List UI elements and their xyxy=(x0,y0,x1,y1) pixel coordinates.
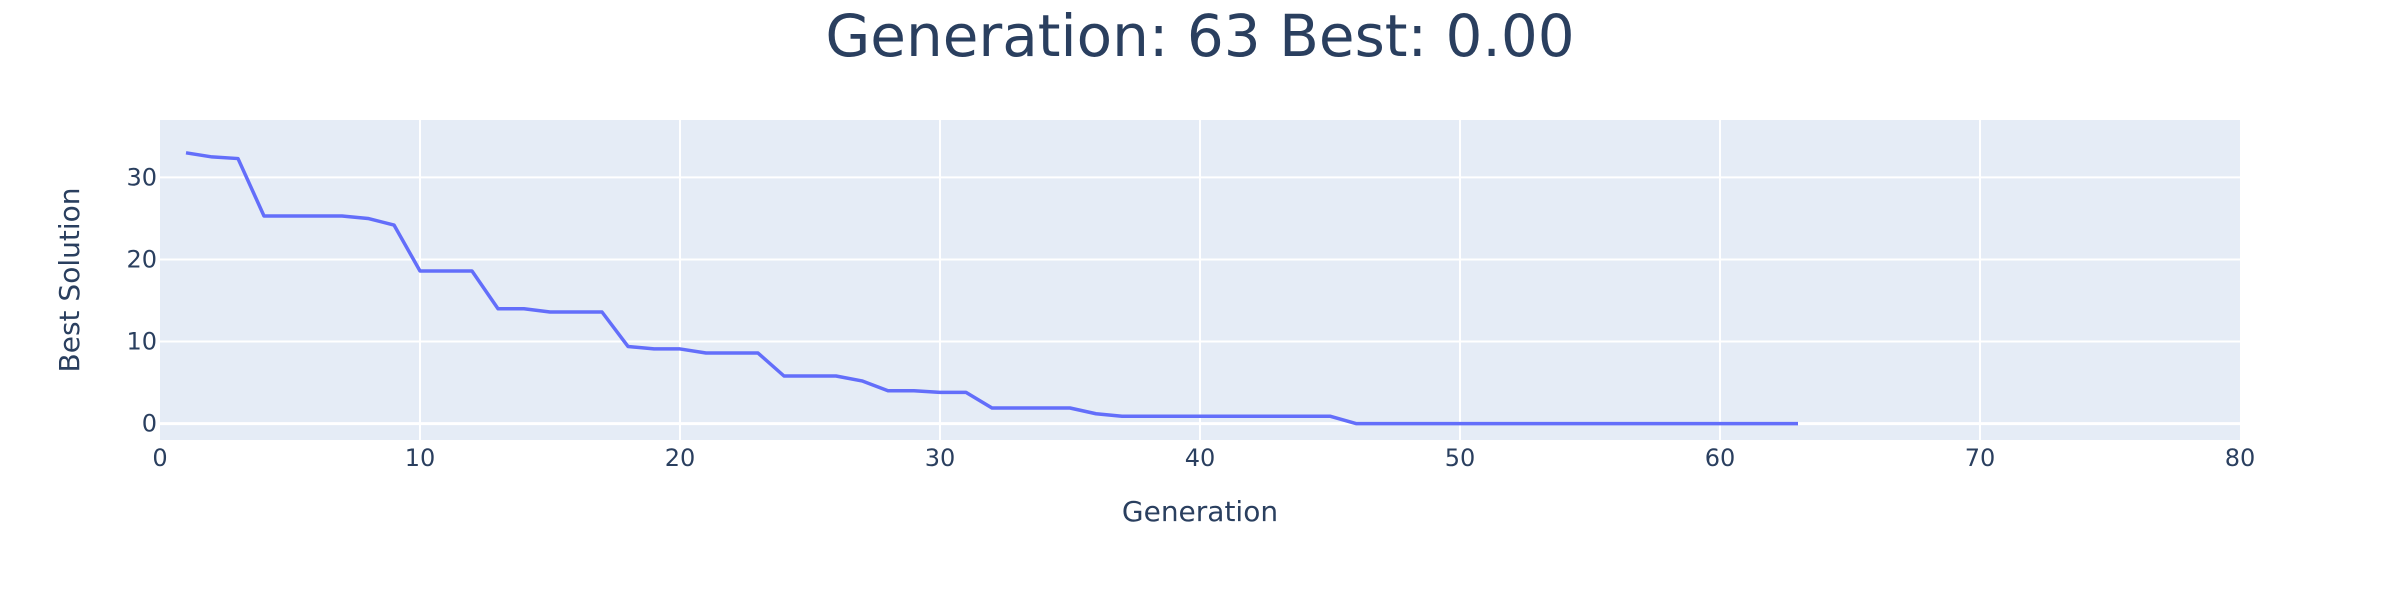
x-tick-label: 60 xyxy=(1705,444,1736,472)
series-line xyxy=(185,151,1798,426)
x-axis-title: Generation xyxy=(1122,495,1278,528)
ticks-layer: 0 10 20 30 40 50 60 70 80 0 10 20 30 xyxy=(126,163,2255,472)
x-tick-label: 70 xyxy=(1965,444,1996,472)
series-layer xyxy=(185,151,1798,426)
x-tick-label: 0 xyxy=(152,444,167,472)
x-tick-label: 10 xyxy=(405,444,436,472)
x-tick-label: 20 xyxy=(665,444,696,472)
y-tick-label: 0 xyxy=(142,410,157,438)
y-tick-label: 30 xyxy=(126,163,157,191)
chart-title: Generation: 63 Best: 0.00 xyxy=(825,2,1574,70)
x-tick-label: 80 xyxy=(2225,444,2256,472)
x-tick-label: 30 xyxy=(925,444,956,472)
y-axis-title: Best Solution xyxy=(53,188,86,373)
x-tick-label: 50 xyxy=(1445,444,1476,472)
x-tick-label: 40 xyxy=(1185,444,1216,472)
y-tick-label: 10 xyxy=(126,328,157,356)
y-tick-label: 20 xyxy=(126,245,157,273)
grid-layer xyxy=(160,120,2240,440)
